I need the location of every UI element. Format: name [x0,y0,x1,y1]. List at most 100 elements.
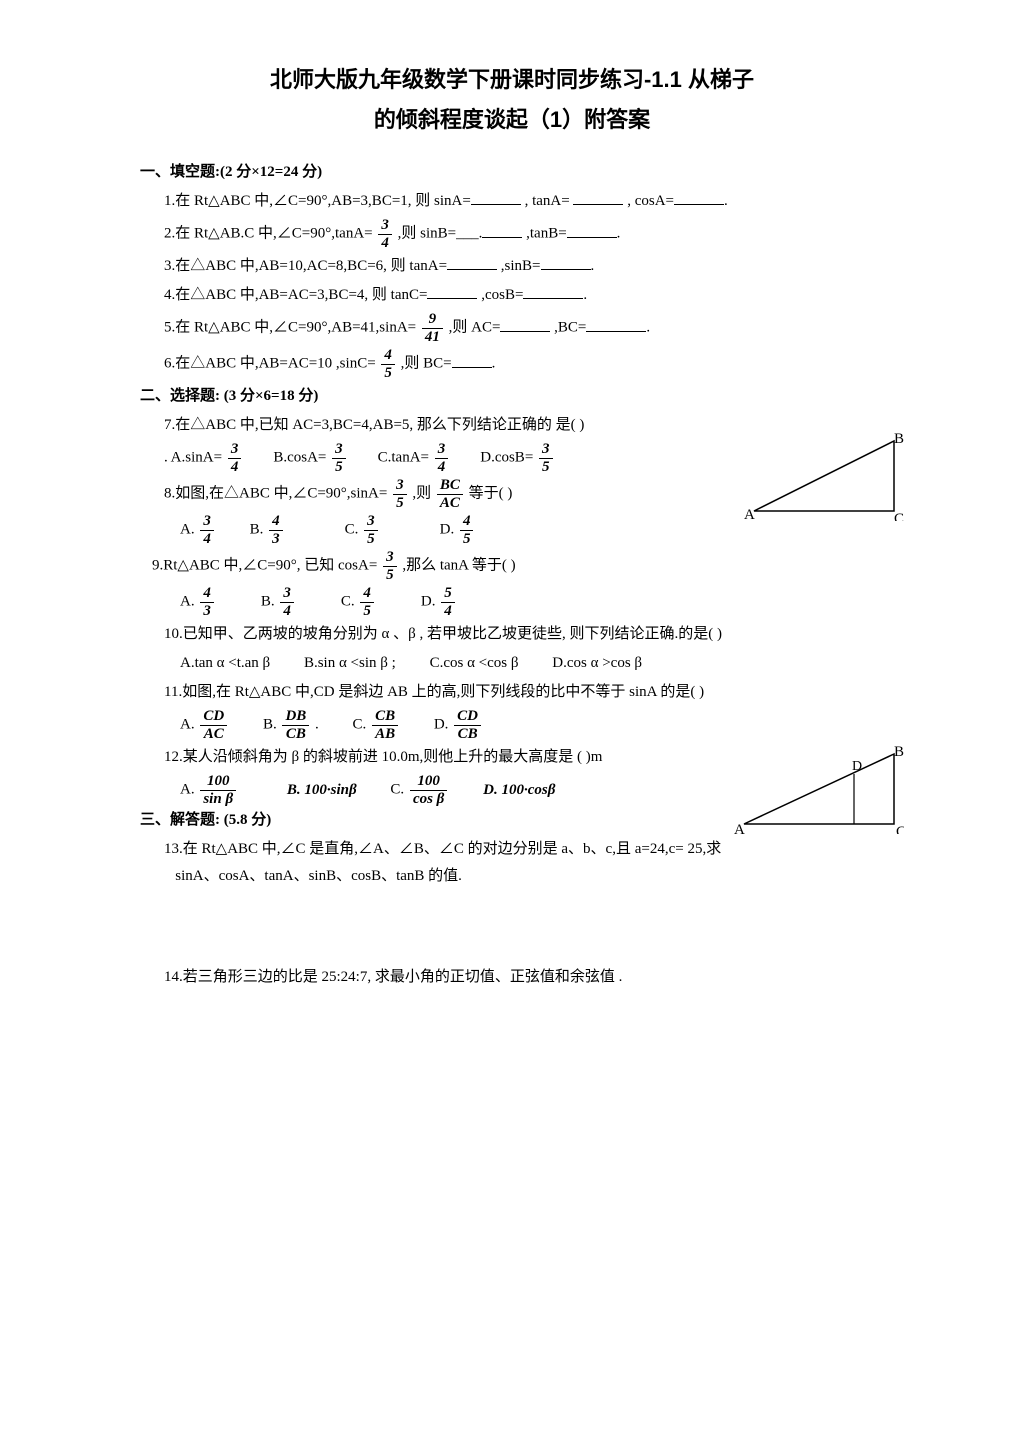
q4b: ,cosB= [481,287,523,303]
num: 3 [200,513,214,531]
lbl: A. [180,594,198,610]
q1c: , cosA= [627,193,674,209]
frac: 100sin β [200,773,236,807]
lbl: B. [250,522,268,538]
q1-text: 1.在 Rt△ABC 中,∠C=90°,AB=3,BC=1, 则 sinA= [164,193,471,209]
q1: 1.在 Rt△ABC 中,∠C=90°,AB=3,BC=1, 则 sinA= ,… [164,188,884,215]
num: 4 [460,513,474,531]
q6b: ,则 BC= [401,356,452,372]
frac: 34 [280,585,294,619]
lbl: A. [180,782,198,798]
opt-b: B. DBCB . [263,708,319,742]
frac: 34 [228,441,242,475]
q6: 6.在△ABC 中,AB=AC=10 ,sinC= 45 ,则 BC=. [164,347,884,381]
opt-d: D.cos α >cos β [552,650,642,677]
lbl: A. [180,717,198,733]
den: 3 [200,603,214,620]
opt-d: D. 100·cosβ [483,777,555,804]
q8a: 8.如图,在△ABC 中,∠C=90°,sinA= [164,486,391,502]
q3b: ,sinB= [501,258,541,274]
num: 100 [410,773,447,791]
den: 4 [378,235,392,252]
q8: 8.如图,在△ABC 中,∠C=90°,sinA= 35 ,则 BCAC 等于(… [164,477,884,511]
den: 4 [435,459,449,476]
den: CB [282,726,309,743]
frac: 54 [441,585,455,619]
num: DB [282,708,309,726]
q5b: ,则 AC= [449,320,501,336]
opt-d: D. 54 [421,585,457,619]
q13b: sinA、cosA、tanA、sinB、cosB、tanB 的值. [175,868,462,884]
num: BC [437,477,463,495]
blank [586,316,646,332]
lbl: D. 100·cos [483,782,548,798]
title-line2: 的倾斜程度谈起（1）附答案 [374,107,650,132]
q3a: 3.在△ABC 中,AB=10,AC=8,BC=6, 则 tanA= [164,258,447,274]
num: 3 [435,441,449,459]
num: 3 [378,217,392,235]
opt-c: C. 45 [341,585,376,619]
beta: β [349,782,357,798]
lbl: C. [345,522,363,538]
q7c: C.tanA= [378,450,433,466]
q2b: ,则 sinB=___. [398,226,483,242]
q2a: 2.在 Rt△AB.C 中,∠C=90°,tanA= [164,226,376,242]
frac: 100cos β [410,773,447,807]
dot: . [591,258,595,274]
page-title: 北师大版九年级数学下册课时同步练习-1.1 从梯子 的倾斜程度谈起（1）附答案 [140,60,884,139]
num: 4 [269,513,283,531]
lbl: C. [390,782,408,798]
opt-b: B. 100·sinβ [287,777,357,804]
blank [567,222,617,238]
dot: . [646,320,650,336]
label-A: A [734,822,745,834]
num: 3 [364,513,378,531]
q5c: ,BC= [554,320,586,336]
frac: 43 [269,513,283,547]
den: AC [437,495,463,512]
frac: CDCB [454,708,481,742]
q13a: 13.在 Rt△ABC 中,∠C 是直角,∠A、∠B、∠C 的对边分别是 a、b… [164,841,721,857]
frac: 34 [200,513,214,547]
q10-opts: A.tan α <t.an β B.sin α <sin β ; C.cos α… [180,650,884,677]
opt-c: C. 100cos β [390,773,449,807]
opt-a: A. 43 [180,585,216,619]
frac: 34 [435,441,449,475]
lbl: D. [440,522,458,538]
opt-b: B. 34 [261,585,296,619]
den: 4 [441,603,455,620]
den: sin β [200,791,236,808]
den: 5 [332,459,346,476]
q9a: 9.Rt△ABC 中,∠C=90°, 已知 cosA= [152,558,381,574]
frac: 35 [393,477,407,511]
q5a: 5.在 Rt△ABC 中,∠C=90°,AB=41,sinA= [164,320,420,336]
num: 3 [393,477,407,495]
num: 3 [383,549,397,567]
lbl: C. [341,594,359,610]
blank [500,316,550,332]
dot: . [583,287,587,303]
frac: 35 [539,441,553,475]
blank [541,254,591,270]
frac-3-4: 34 [378,217,392,251]
den: 4 [228,459,242,476]
num: 5 [441,585,455,603]
q9: 9.Rt△ABC 中,∠C=90°, 已知 cosA= 35 ,那么 tanA … [152,549,884,583]
label-C: C [894,511,904,521]
q2: 2.在 Rt△AB.C 中,∠C=90°,tanA= 34 ,则 sinB=__… [164,217,884,251]
den: 4 [280,603,294,620]
den: 41 [422,329,443,346]
q11: 11.如图,在 Rt△ABC 中,CD 是斜边 AB 上的高,则下列线段的比中不… [164,679,884,706]
num: 3 [280,585,294,603]
den: 5 [383,567,397,584]
frac: DBCB [282,708,309,742]
q5: 5.在 Rt△ABC 中,∠C=90°,AB=41,sinA= 941 ,则 A… [164,311,884,345]
den: 4 [200,531,214,548]
dot: . [617,226,621,242]
num: 4 [360,585,374,603]
frac-4-5: 45 [381,347,395,381]
opt-d: D. 45 [440,513,476,547]
q14: 14.若三角形三边的比是 25:24:7, 求最小角的正切值、正弦值和余弦值 . [164,964,884,991]
frac: 35 [332,441,346,475]
lbl: B. [263,717,281,733]
